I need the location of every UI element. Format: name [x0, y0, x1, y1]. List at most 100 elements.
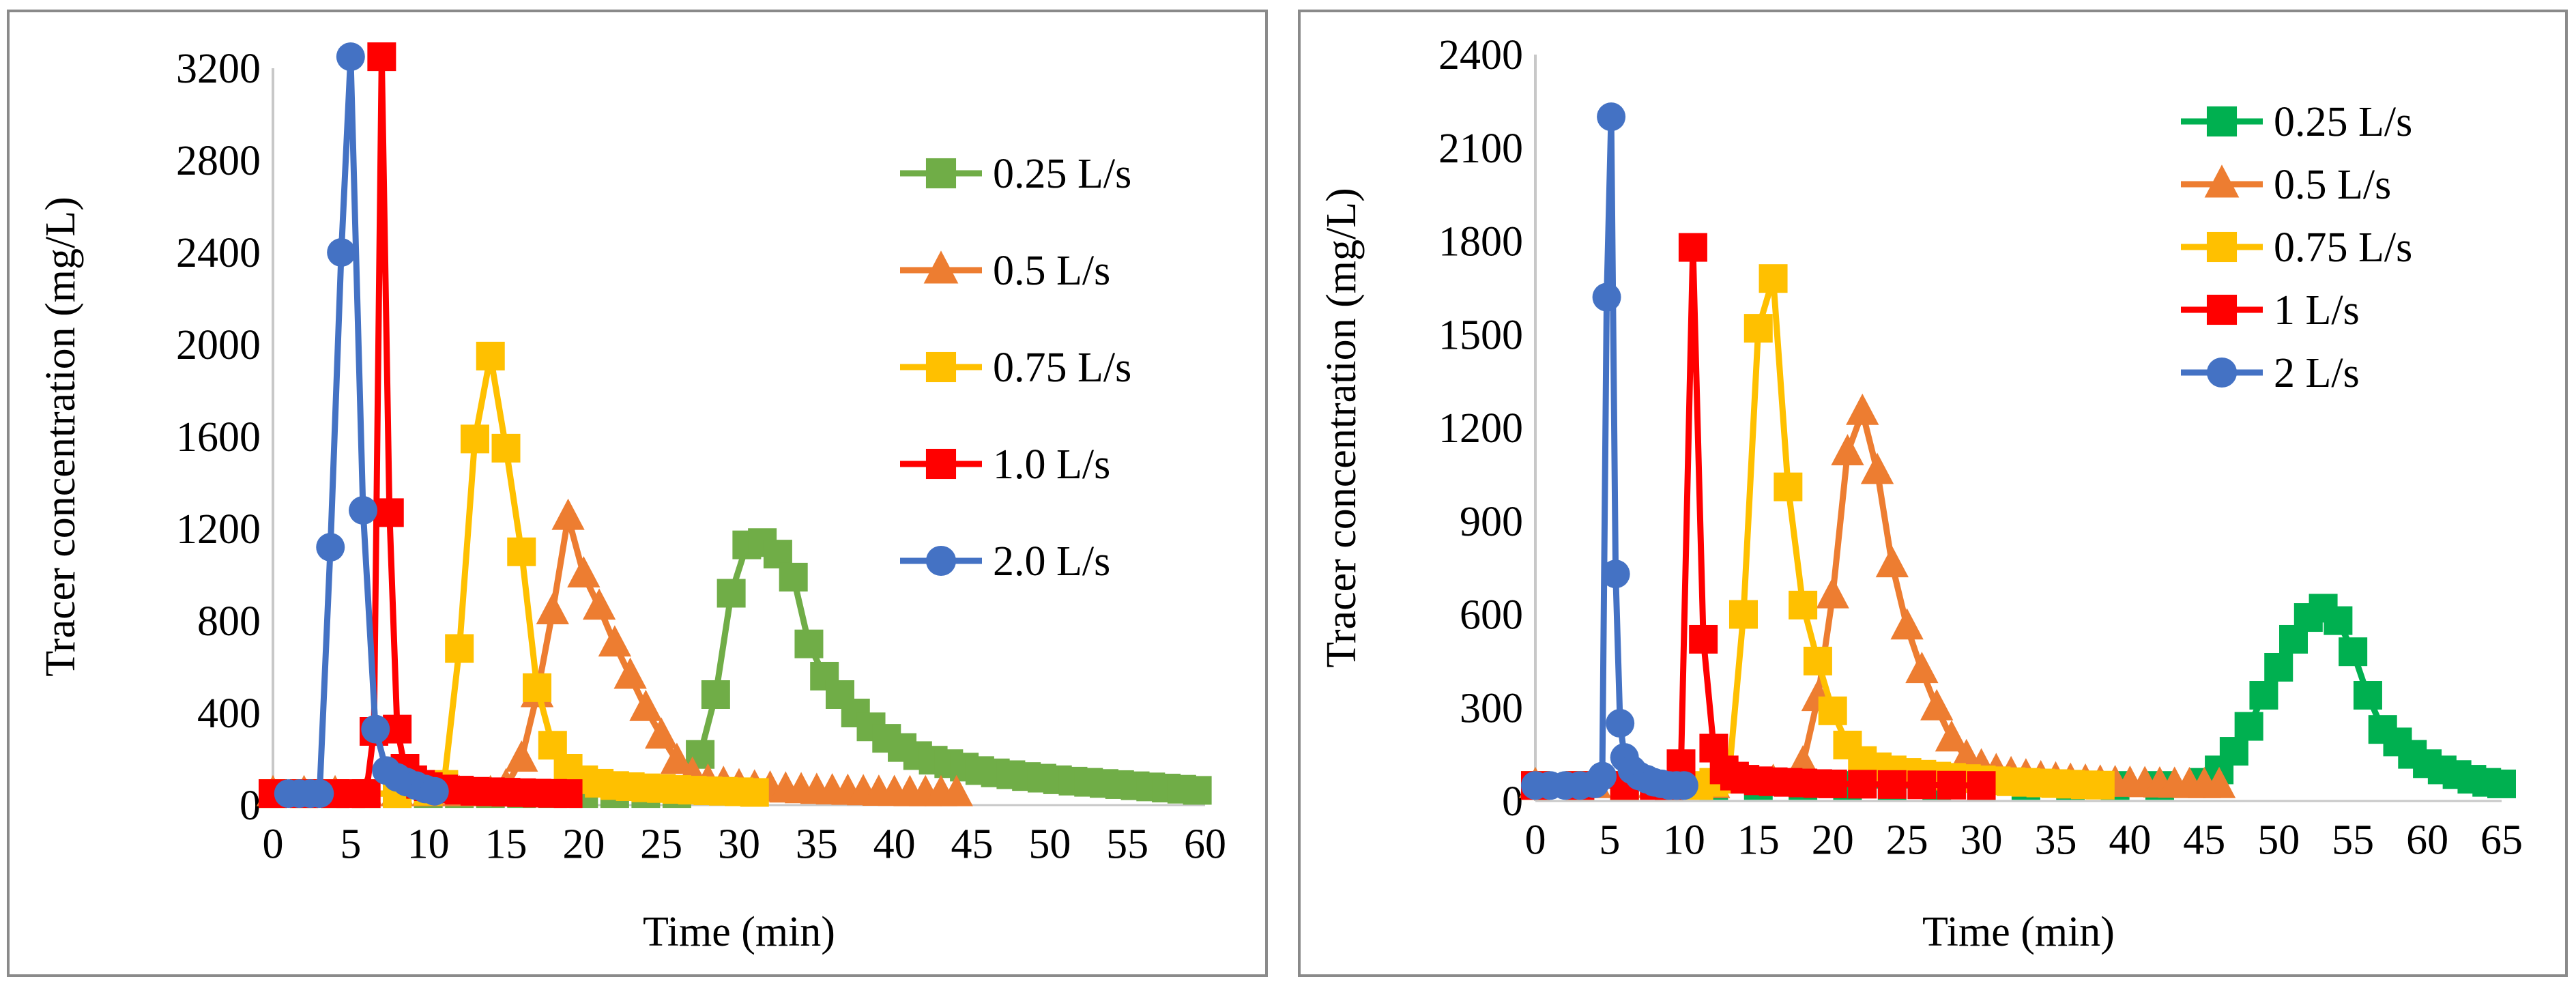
- x-tick-label: 20: [562, 821, 605, 868]
- x-tick-label: 35: [796, 821, 838, 868]
- data-point: [1967, 771, 1996, 800]
- x-tick-label: 45: [2183, 817, 2225, 864]
- data-point: [1831, 434, 1864, 465]
- data-point: [1860, 452, 1894, 484]
- data-point: [1920, 688, 1954, 720]
- legend-label: 2.0 L/s: [993, 538, 1110, 585]
- x-tick-label: 30: [1960, 817, 2003, 864]
- legend: 0.25 L/s 0.5 L/s 0.75 L/s 1 L/s 2 L/s: [2181, 99, 2412, 396]
- data-point: [2219, 737, 2248, 766]
- legend-item-0-5-l-s: 0.5 L/s: [900, 248, 1110, 294]
- legend-item-2-0-l-s: 2.0 L/s: [900, 538, 1110, 585]
- legend-item-0-5-l-s: 0.5 L/s: [2181, 162, 2391, 208]
- data-point: [567, 556, 600, 588]
- data-point: [1774, 472, 1803, 501]
- legend-label: 1.0 L/s: [993, 441, 1110, 488]
- y-tick-label: 1800: [1438, 219, 1523, 265]
- chart-panel-right: 0 300 600 900 1200 1500 1800 2100 2400 0 5 10 15 20 25…: [1298, 10, 2568, 977]
- y-tick-label: 1600: [176, 414, 261, 461]
- x-tick-label: 60: [1184, 821, 1226, 868]
- x-tick-label: 55: [1106, 821, 1148, 868]
- y-tick-label: 2100: [1438, 126, 1523, 172]
- series-line: [1535, 113, 1684, 789]
- y-axis-title: Tracer concentration (mg/L): [38, 196, 84, 677]
- series-line: [273, 353, 755, 797]
- data-point: [1937, 770, 1966, 800]
- legend-marker: [2206, 357, 2238, 388]
- legend-item-0-75-l-s: 0.75 L/s: [2181, 224, 2412, 271]
- legend-item-0-25-l-s: 0.25 L/s: [2181, 99, 2412, 145]
- x-tick-label: 35: [2034, 817, 2076, 864]
- data-point: [2339, 637, 2368, 667]
- data-point: [1597, 102, 1626, 132]
- data-point: [1759, 264, 1788, 293]
- data-point: [491, 433, 521, 463]
- legend-label: 0.5 L/s: [2274, 162, 2391, 208]
- legend-marker: [925, 545, 957, 577]
- data-point: [1678, 233, 1707, 262]
- y-tick-label: 2000: [176, 322, 261, 368]
- data-point: [1890, 608, 1924, 640]
- data-point: [1803, 646, 1832, 675]
- data-point: [445, 634, 474, 663]
- data-point: [375, 498, 404, 527]
- data-point: [1848, 770, 1877, 799]
- data-point: [645, 717, 678, 749]
- data-point: [1606, 709, 1635, 738]
- y-tick-label: 2400: [1438, 32, 1523, 78]
- x-axis-title: Time (min): [643, 909, 835, 955]
- y-tick-label: 300: [1460, 685, 1523, 731]
- data-point: [1601, 559, 1630, 589]
- y-axis-title: Tracer concentration (mg/L): [1318, 188, 1365, 668]
- series-0-5-l-s: [1518, 393, 2236, 798]
- data-point: [551, 498, 585, 530]
- data-point: [1789, 590, 1818, 620]
- data-point: [327, 238, 356, 267]
- data-point: [1907, 770, 1937, 800]
- data-point: [476, 341, 505, 370]
- legend-item-2-l-s: 2 L/s: [2181, 350, 2360, 396]
- y-tick-label: 900: [1460, 499, 1523, 545]
- data-point: [305, 779, 334, 809]
- x-tick-label: 10: [407, 821, 450, 868]
- data-point: [2234, 712, 2263, 741]
- data-point: [598, 625, 632, 657]
- legend-item-1-l-s: 1 L/s: [2181, 287, 2360, 334]
- data-point: [505, 740, 538, 772]
- data-point: [701, 680, 730, 709]
- data-point: [1935, 720, 1969, 752]
- data-point: [351, 779, 381, 809]
- data-point: [1592, 282, 1621, 312]
- data-point: [2264, 652, 2293, 682]
- x-tick-label: 15: [485, 821, 527, 868]
- y-tick-label: 2800: [176, 138, 261, 184]
- x-tick-label: 15: [1737, 817, 1780, 864]
- data-point: [740, 778, 769, 807]
- data-point: [660, 742, 694, 774]
- data-point: [1875, 546, 1909, 578]
- legend-label: 2 L/s: [2274, 350, 2360, 396]
- legend-marker: [925, 158, 957, 189]
- legend-marker: [925, 448, 957, 480]
- y-tick-label: 1200: [176, 506, 261, 553]
- data-point: [507, 537, 536, 566]
- legend-item-0-25-l-s: 0.25 L/s: [900, 151, 1131, 197]
- x-axis-title: Time (min): [1922, 909, 2115, 955]
- data-point: [1846, 393, 1879, 425]
- legend-marker: [2206, 231, 2238, 263]
- data-point: [2324, 606, 2353, 635]
- data-point: [420, 776, 449, 806]
- x-tick-label: 50: [2257, 817, 2300, 864]
- x-tick-label: 0: [1525, 817, 1546, 864]
- data-point: [2085, 770, 2115, 800]
- chart-right: 0 300 600 900 1200 1500 1800 2100 2400 0 5 10 15 20 25…: [1318, 32, 2523, 955]
- legend-label: 0.25 L/s: [2274, 99, 2412, 145]
- data-point: [779, 562, 808, 592]
- data-point: [1669, 771, 1698, 800]
- legend-label: 0.75 L/s: [2274, 224, 2412, 271]
- data-point: [2353, 681, 2382, 710]
- legend: 0.25 L/s 0.5 L/s 0.75 L/s 1.0 L/s 2.0 L/s: [900, 151, 1131, 585]
- y-tick-label: 1200: [1438, 405, 1523, 452]
- legend-item-0-75-l-s: 0.75 L/s: [900, 345, 1131, 391]
